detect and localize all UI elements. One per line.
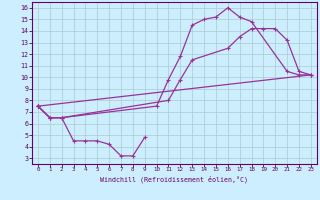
X-axis label: Windchill (Refroidissement éolien,°C): Windchill (Refroidissement éolien,°C) xyxy=(100,175,248,183)
